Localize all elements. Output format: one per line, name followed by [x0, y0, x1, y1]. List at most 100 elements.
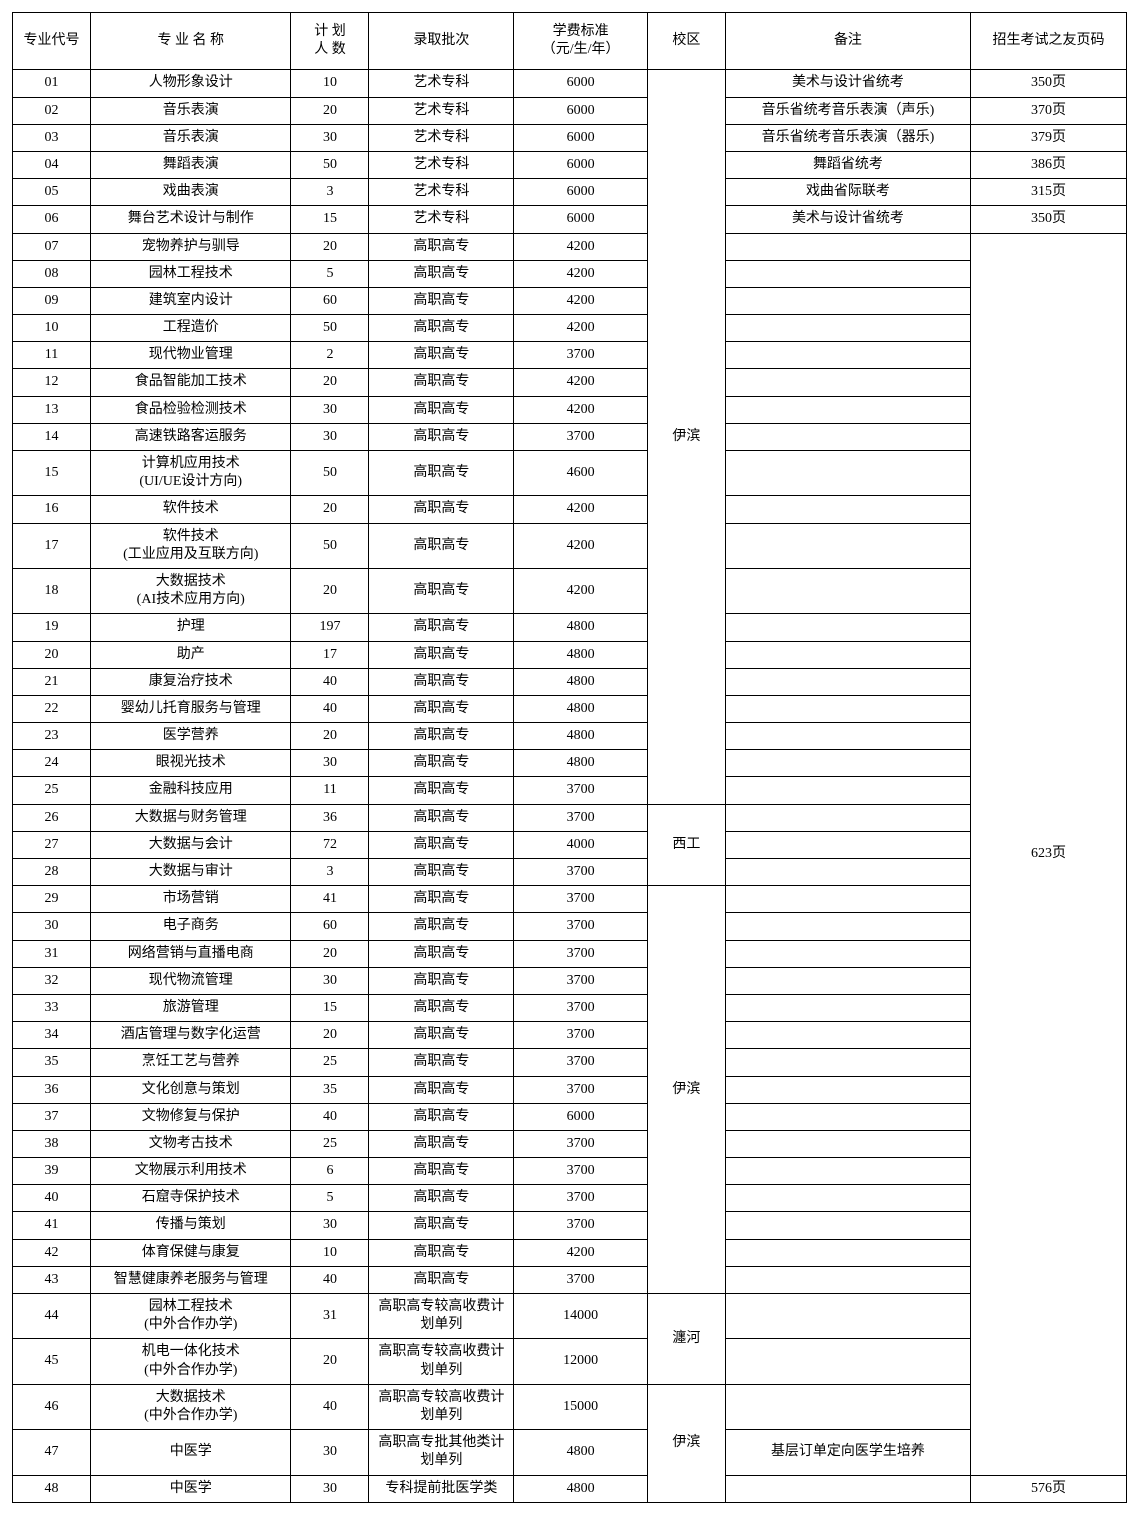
cell-count: 15 [291, 206, 369, 233]
cell-code: 08 [13, 260, 91, 287]
cell-remark [725, 1049, 970, 1076]
cell-name: 食品智能加工技术 [90, 369, 291, 396]
cell-remark [725, 451, 970, 496]
cell-name: 软件技术(工业应用及互联方向) [90, 523, 291, 568]
table-row: 41传播与策划30高职高专3700 [13, 1212, 1127, 1239]
cell-code: 23 [13, 723, 91, 750]
cell-batch: 高职高专 [369, 496, 514, 523]
table-header-row: 专业代号 专 业 名 称 计 划人 数 录取批次 学费标准（元/生/年） 校区 … [13, 13, 1127, 70]
table-row: 33旅游管理15高职高专3700 [13, 994, 1127, 1021]
table-row: 22婴幼儿托育服务与管理40高职高专4800 [13, 695, 1127, 722]
cell-count: 20 [291, 940, 369, 967]
cell-name: 体育保健与康复 [90, 1239, 291, 1266]
header-campus: 校区 [647, 13, 725, 70]
cell-page: 315页 [970, 179, 1126, 206]
table-row: 27大数据与会计72高职高专4000 [13, 831, 1127, 858]
cell-code: 28 [13, 859, 91, 886]
cell-remark: 戏曲省际联考 [725, 179, 970, 206]
table-row: 25金融科技应用11高职高专3700 [13, 777, 1127, 804]
cell-batch: 高职高专 [369, 1239, 514, 1266]
cell-batch: 高职高专 [369, 342, 514, 369]
cell-batch: 高职高专 [369, 1022, 514, 1049]
cell-name: 音乐表演 [90, 97, 291, 124]
cell-count: 10 [291, 1239, 369, 1266]
cell-count: 50 [291, 523, 369, 568]
cell-fee: 4800 [514, 641, 648, 668]
cell-name: 文物修复与保护 [90, 1103, 291, 1130]
cell-batch: 高职高专 [369, 1266, 514, 1293]
cell-fee: 14000 [514, 1294, 648, 1339]
cell-fee: 4200 [514, 260, 648, 287]
table-row: 18大数据技术(AI技术应用方向)20高职高专4200 [13, 568, 1127, 613]
cell-fee: 4200 [514, 396, 648, 423]
cell-fee: 12000 [514, 1339, 648, 1384]
cell-fee: 3700 [514, 886, 648, 913]
cell-name: 市场营销 [90, 886, 291, 913]
cell-fee: 6000 [514, 124, 648, 151]
cell-batch: 高职高专 [369, 1130, 514, 1157]
table-row: 09建筑室内设计60高职高专4200 [13, 287, 1127, 314]
table-body: 01人物形象设计10艺术专科6000伊滨美术与设计省统考350页02音乐表演20… [13, 70, 1127, 1502]
cell-code: 24 [13, 750, 91, 777]
cell-fee: 4200 [514, 523, 648, 568]
cell-code: 46 [13, 1384, 91, 1429]
cell-name: 烹饪工艺与营养 [90, 1049, 291, 1076]
cell-code: 40 [13, 1185, 91, 1212]
cell-batch: 高职高专 [369, 396, 514, 423]
table-row: 14高速铁路客运服务30高职高专3700 [13, 423, 1127, 450]
cell-count: 20 [291, 568, 369, 613]
cell-remark: 音乐省统考音乐表演（声乐) [725, 97, 970, 124]
cell-fee: 3700 [514, 1212, 648, 1239]
cell-code: 12 [13, 369, 91, 396]
cell-batch: 高职高专 [369, 1158, 514, 1185]
cell-code: 13 [13, 396, 91, 423]
cell-count: 11 [291, 777, 369, 804]
cell-batch: 高职高专 [369, 641, 514, 668]
cell-count: 36 [291, 804, 369, 831]
cell-name: 石窟寺保护技术 [90, 1185, 291, 1212]
cell-batch: 艺术专科 [369, 97, 514, 124]
cell-fee: 4200 [514, 233, 648, 260]
cell-code: 41 [13, 1212, 91, 1239]
cell-code: 31 [13, 940, 91, 967]
cell-count: 40 [291, 695, 369, 722]
cell-name: 传播与策划 [90, 1212, 291, 1239]
cell-batch: 高职高专较高收费计划单列 [369, 1339, 514, 1384]
table-row: 04舞蹈表演50艺术专科6000舞蹈省统考386页 [13, 151, 1127, 178]
cell-code: 19 [13, 614, 91, 641]
cell-code: 15 [13, 451, 91, 496]
cell-campus: 伊滨 [647, 1384, 725, 1502]
table-row: 30电子商务60高职高专3700 [13, 913, 1127, 940]
table-row: 17软件技术(工业应用及互联方向)50高职高专4200 [13, 523, 1127, 568]
cell-count: 50 [291, 315, 369, 342]
cell-fee: 3700 [514, 1022, 648, 1049]
cell-code: 42 [13, 1239, 91, 1266]
cell-code: 14 [13, 423, 91, 450]
cell-remark [725, 723, 970, 750]
cell-fee: 3700 [514, 1266, 648, 1293]
cell-remark [725, 940, 970, 967]
cell-fee: 4800 [514, 750, 648, 777]
cell-name: 园林工程技术 [90, 260, 291, 287]
cell-count: 2 [291, 342, 369, 369]
cell-campus: 伊滨 [647, 70, 725, 804]
cell-fee: 3700 [514, 1076, 648, 1103]
cell-code: 20 [13, 641, 91, 668]
table-row: 42体育保健与康复10高职高专4200 [13, 1239, 1127, 1266]
cell-count: 40 [291, 1266, 369, 1293]
cell-campus: 瀍河 [647, 1294, 725, 1385]
header-code: 专业代号 [13, 13, 91, 70]
cell-count: 30 [291, 423, 369, 450]
header-remark: 备注 [725, 13, 970, 70]
cell-code: 18 [13, 568, 91, 613]
cell-name: 大数据技术(中外合作办学) [90, 1384, 291, 1429]
header-fee: 学费标准（元/生/年） [514, 13, 648, 70]
cell-remark [725, 423, 970, 450]
cell-name: 旅游管理 [90, 994, 291, 1021]
cell-count: 20 [291, 723, 369, 750]
cell-name: 康复治疗技术 [90, 668, 291, 695]
cell-batch: 高职高专较高收费计划单列 [369, 1294, 514, 1339]
cell-count: 30 [291, 967, 369, 994]
cell-count: 20 [291, 496, 369, 523]
cell-count: 50 [291, 151, 369, 178]
